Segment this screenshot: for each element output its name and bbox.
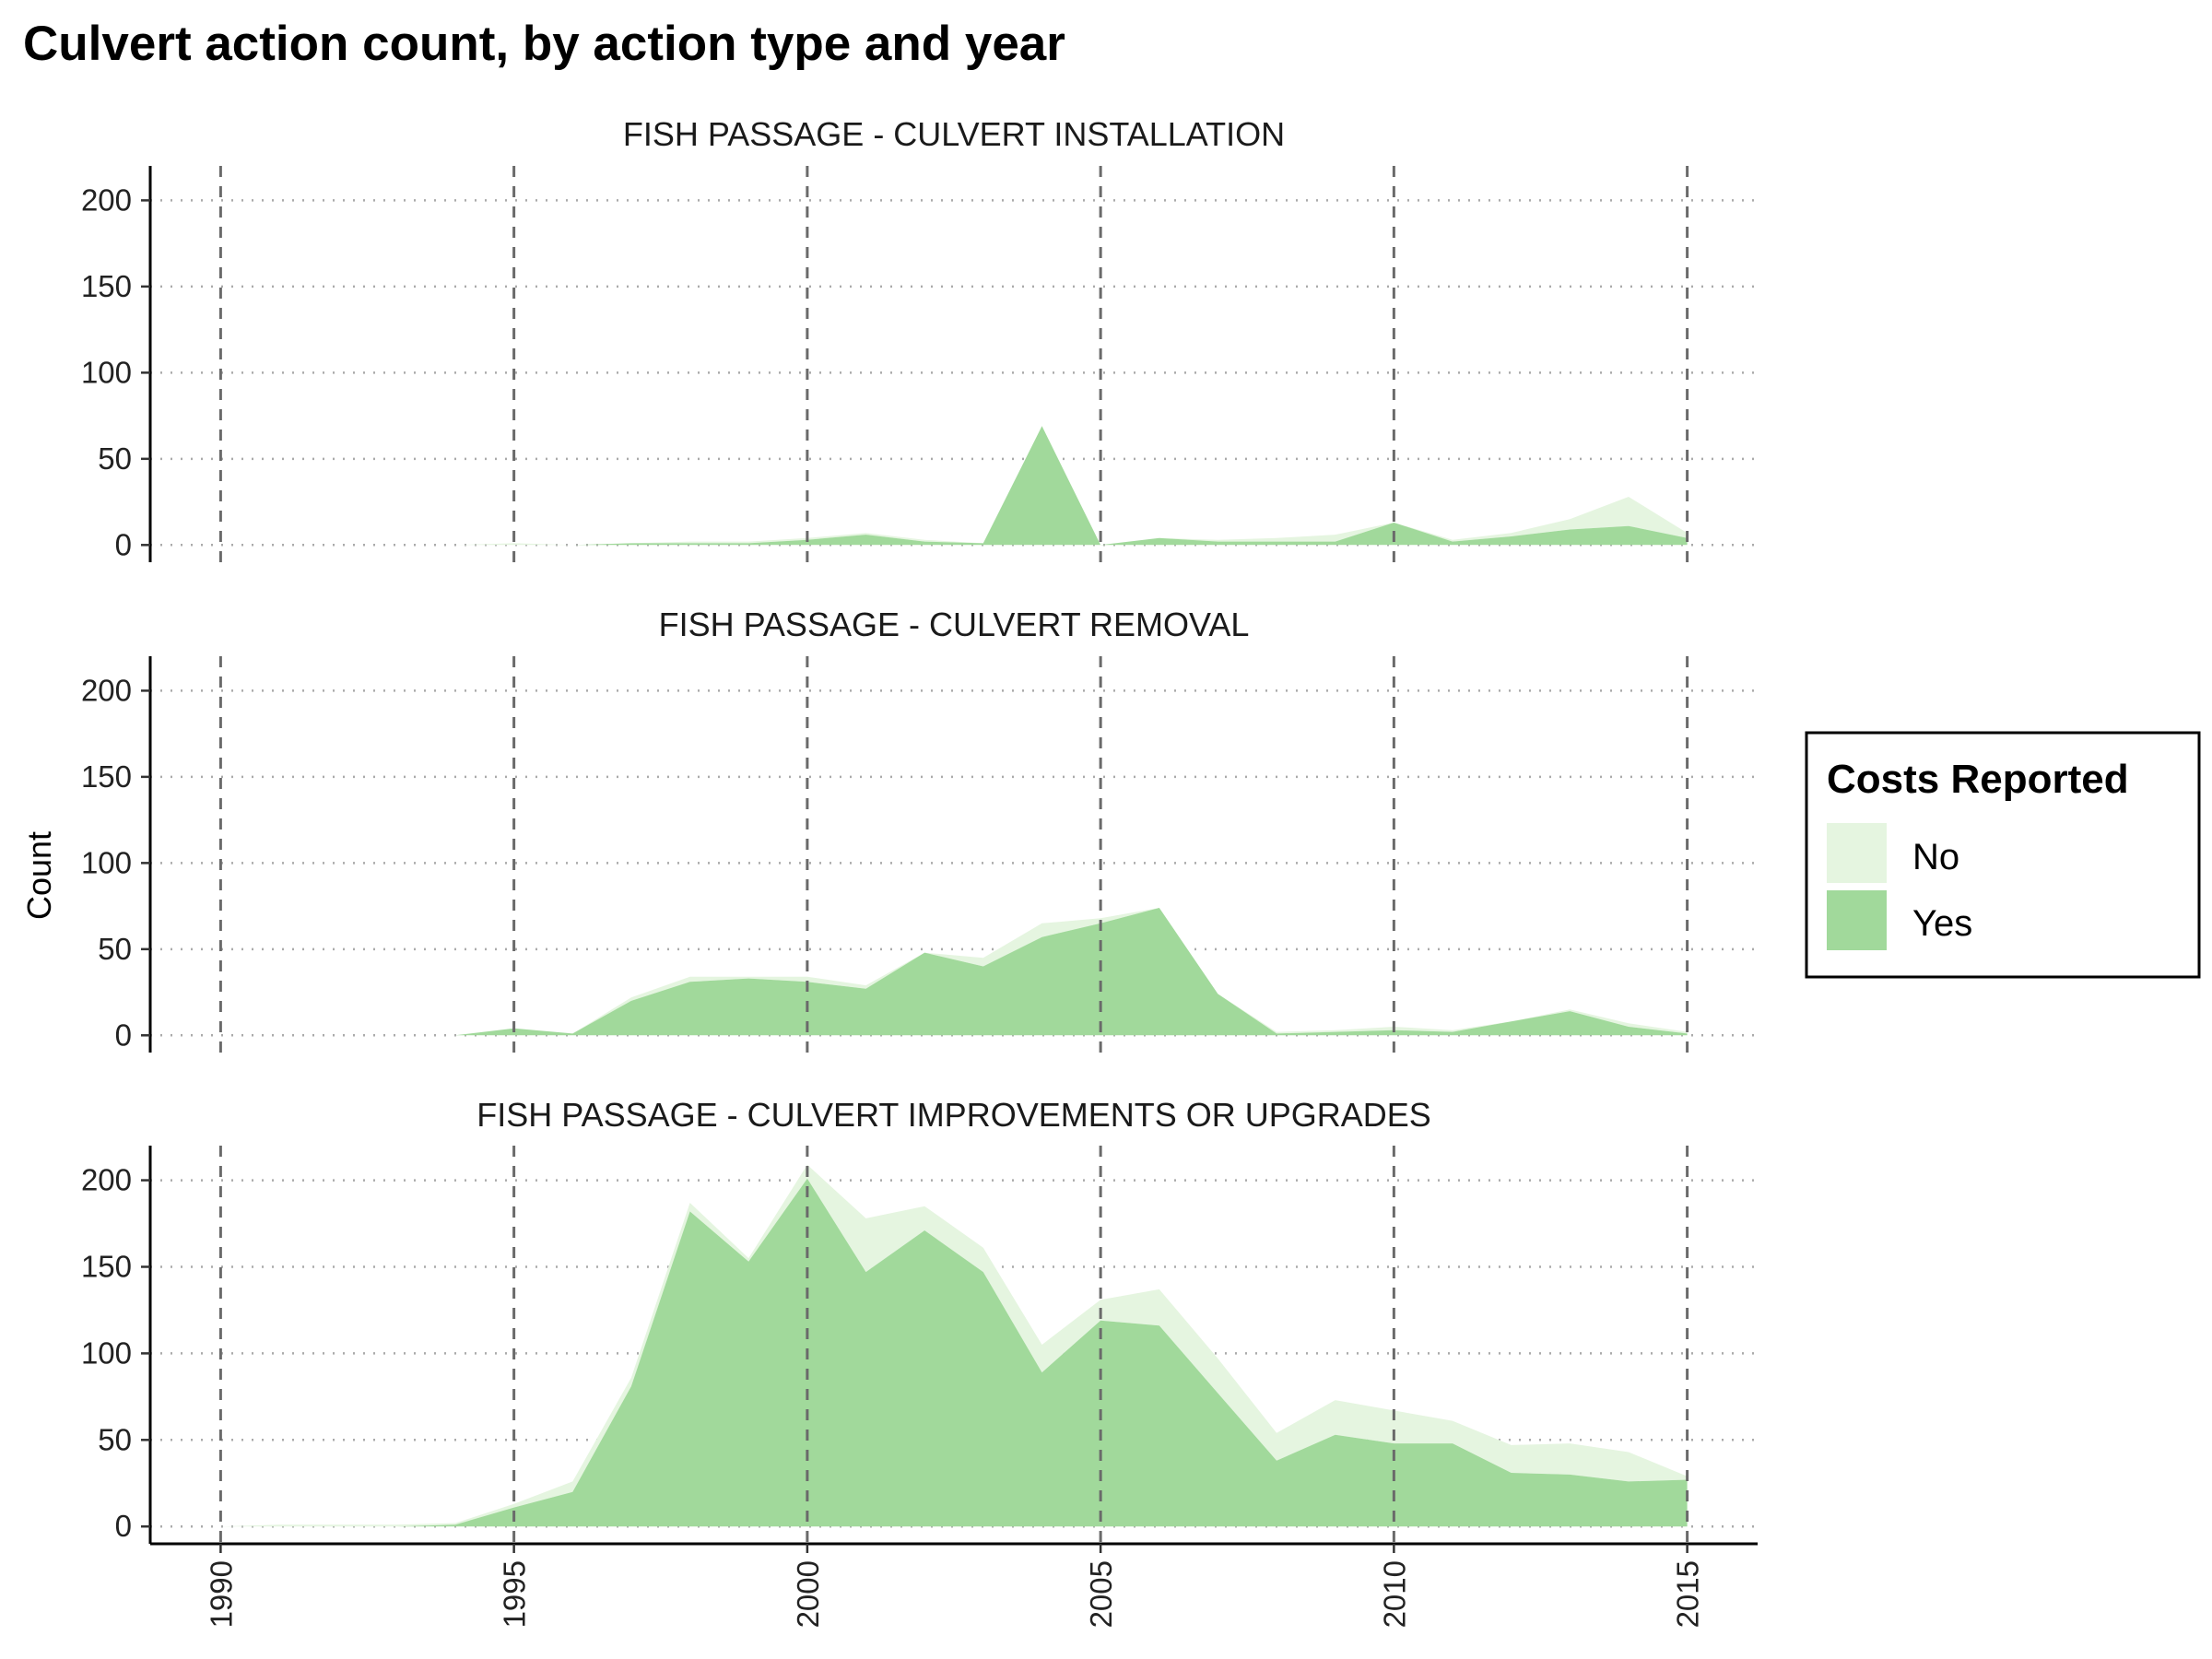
y-tick-label: 0: [115, 527, 132, 561]
area-series-yes: [220, 1178, 1688, 1527]
legend: Costs Reported No Yes: [1805, 731, 2201, 979]
x-tick-label: 1995: [498, 1560, 532, 1628]
y-tick-label: 100: [81, 355, 132, 389]
y-tick-label: 200: [81, 182, 132, 217]
facet-panel: FISH PASSAGE - CULVERT INSTALLATION 0 50 10…: [81, 115, 1758, 562]
x-tick-label: 2015: [1671, 1560, 1705, 1628]
area-series-no: [220, 426, 1688, 546]
y-tick-label: 50: [98, 441, 132, 476]
area-series-no: [220, 1164, 1688, 1527]
legend-label-no: No: [1912, 837, 1959, 877]
y-tick-label: 50: [98, 1422, 132, 1456]
y-tick-label: 100: [81, 845, 132, 879]
facet-title: FISH PASSAGE - CULVERT IMPROVEMENTS OR U…: [477, 1096, 1431, 1134]
legend-title: Costs Reported: [1827, 757, 2129, 802]
x-tick-label: 2005: [1084, 1560, 1118, 1628]
facet-panel: FISH PASSAGE - CULVERT REMOVAL 0 50 100 150 2…: [81, 606, 1758, 1053]
y-tick-label: 200: [81, 673, 132, 707]
facet-panel: FISH PASSAGE - CULVERT IMPROVEMENTS OR U…: [81, 1096, 1758, 1544]
y-tick-label: 150: [81, 759, 132, 794]
y-tick-label: 100: [81, 1335, 132, 1370]
legend-swatch-yes: [1827, 890, 1887, 950]
y-tick-label: 150: [81, 1249, 132, 1283]
y-tick-label: 0: [115, 1018, 132, 1052]
facet-title: FISH PASSAGE - CULVERT INSTALLATION: [623, 115, 1285, 153]
chart-title: Culvert action count, by action type and…: [23, 17, 1065, 71]
x-tick-label: 2010: [1377, 1560, 1411, 1628]
facet-panels: FISH PASSAGE - CULVERT INSTALLATION 0 50 10…: [81, 115, 1758, 1544]
y-axis-title: Count: [20, 831, 58, 920]
area-series-yes: [220, 426, 1688, 546]
y-tick-label: 50: [98, 932, 132, 966]
legend-swatch-no: [1827, 823, 1887, 883]
legend-label-yes: Yes: [1912, 903, 1972, 944]
x-tick-label: 2000: [791, 1560, 825, 1628]
y-tick-label: 150: [81, 269, 132, 303]
facet-title: FISH PASSAGE - CULVERT REMOVAL: [659, 606, 1250, 643]
x-tick-label: 1990: [204, 1560, 238, 1628]
y-tick-label: 0: [115, 1509, 132, 1543]
y-tick-label: 200: [81, 1163, 132, 1197]
x-axis: 1990 1995 2000 2005 2010 2015: [150, 1542, 1758, 1628]
area-series-yes: [220, 908, 1688, 1036]
